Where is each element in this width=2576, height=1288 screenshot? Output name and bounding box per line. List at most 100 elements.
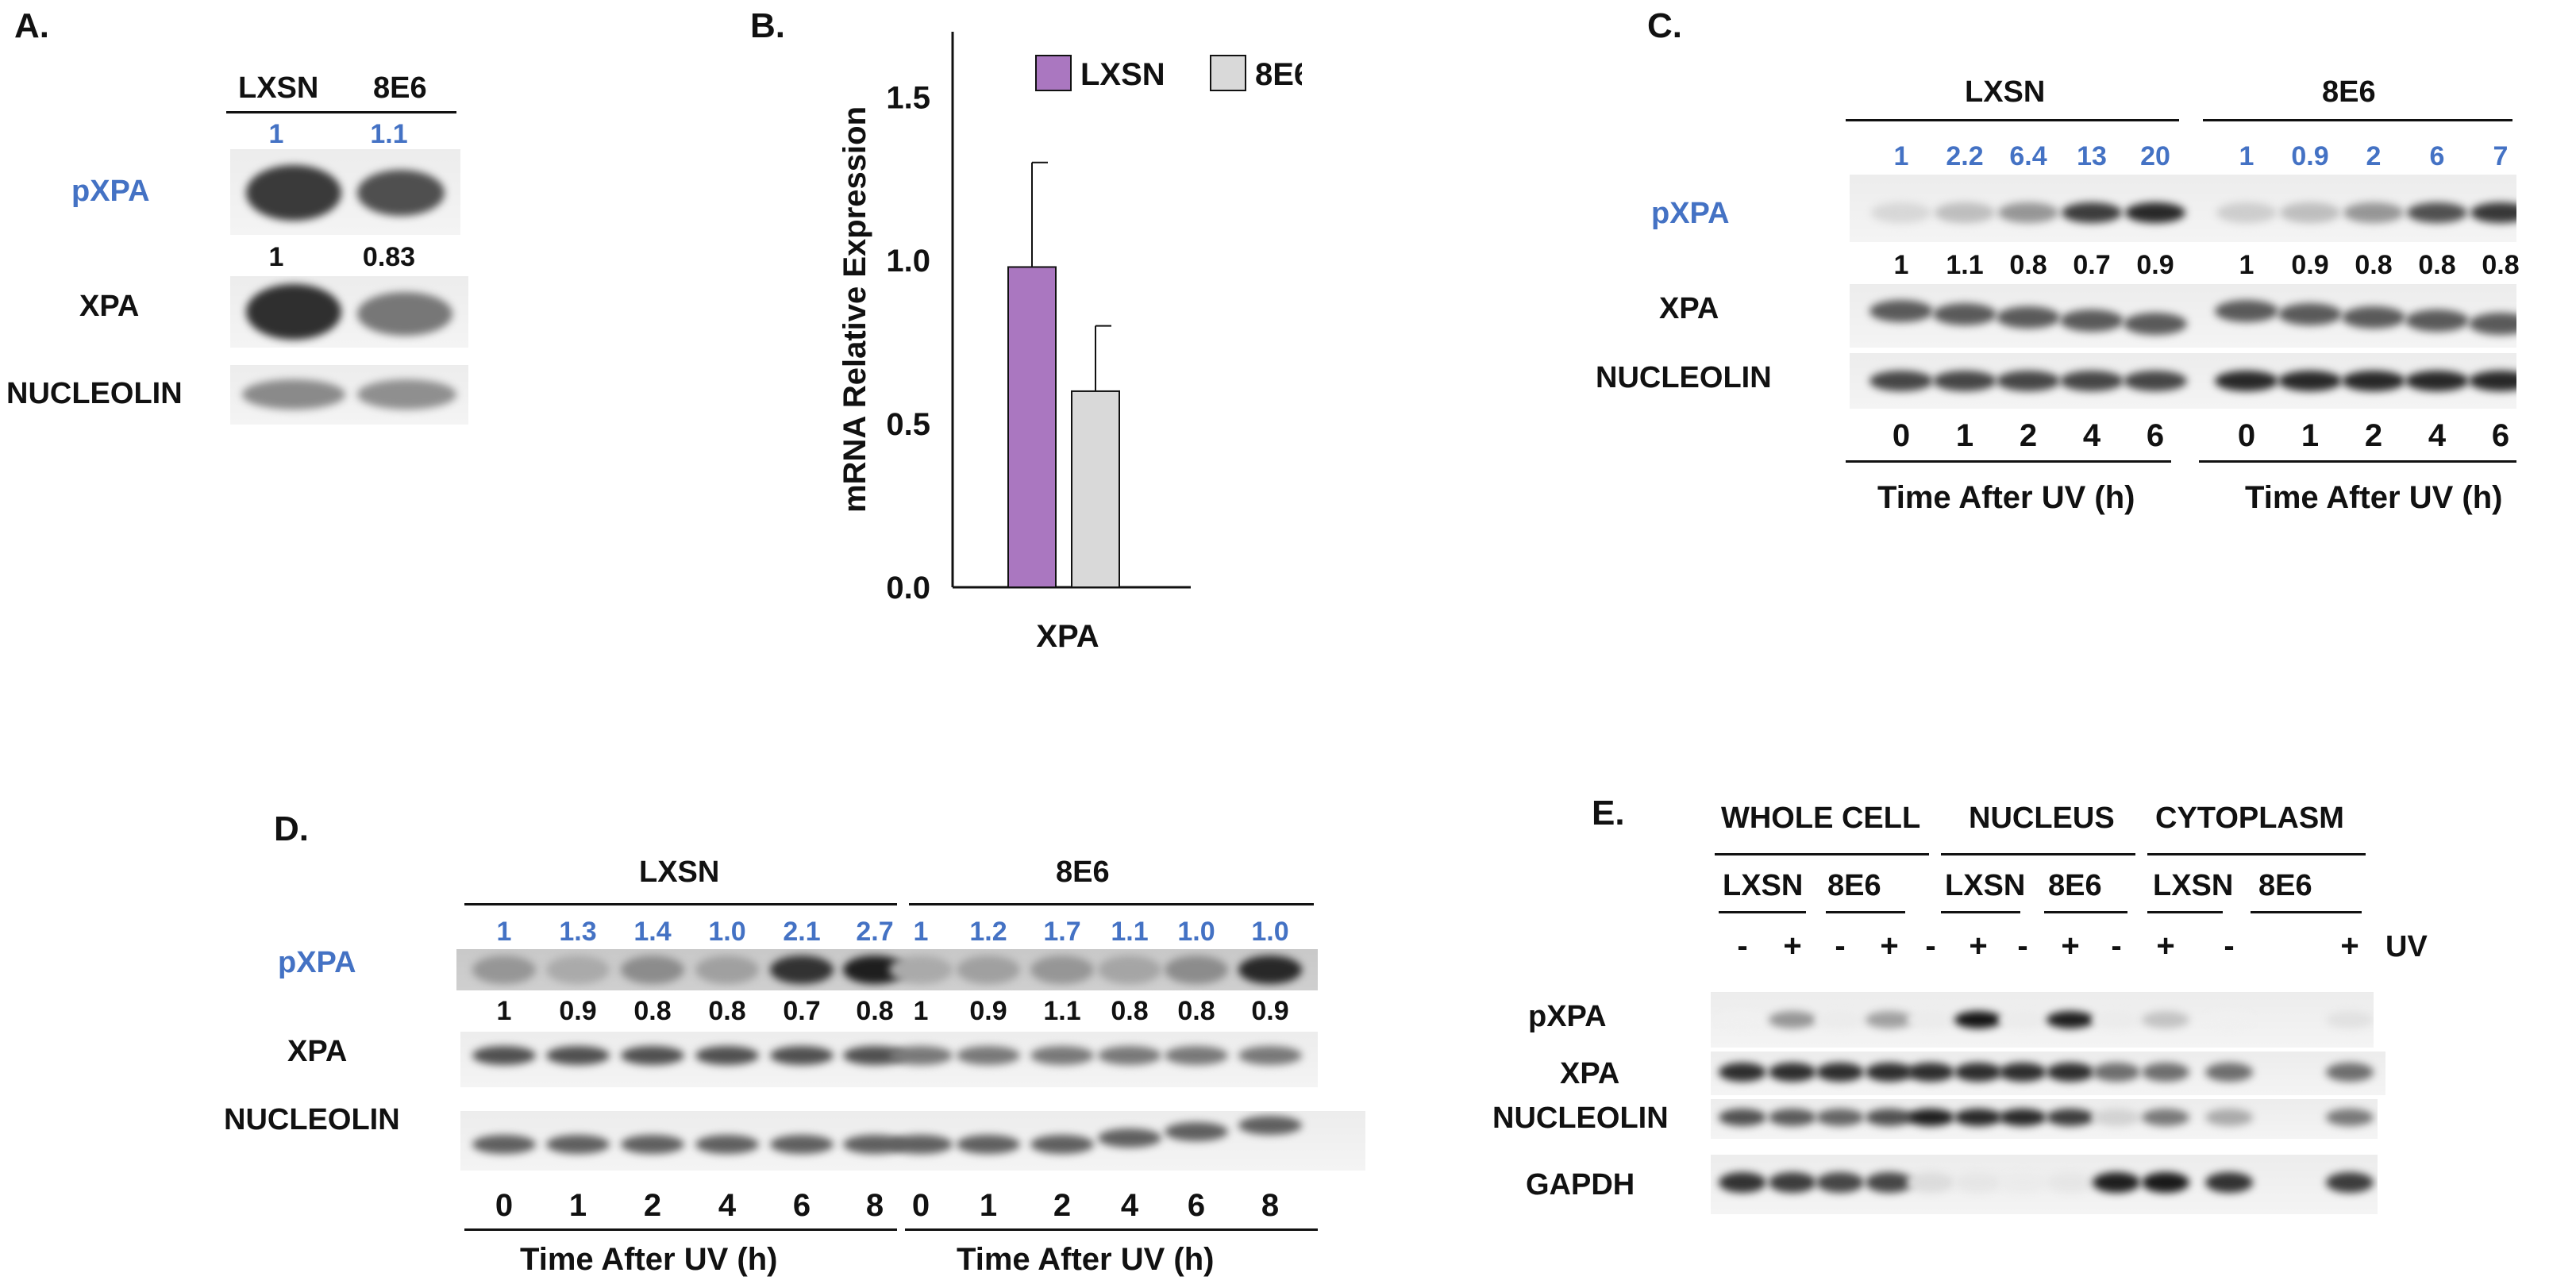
blot-band [2342,371,2405,391]
blot-band [2093,1109,2140,1126]
panel-a-blot-nucleolin [230,365,468,425]
panel-d-pxpa-quant: 1.0 [1251,917,1289,947]
blot-band [2343,202,2404,223]
panel-c-axis-title-8e6: Time After UV (h) [2245,480,2503,515]
blot-band [1238,1116,1302,1135]
panel-e-row-gapdh: GAPDH [1526,1168,1635,1201]
panel-e-cell-line-underline [1941,911,2020,913]
panel-d-axis-line-lxsn [464,1228,897,1231]
panel-c-xpa-quant: 1.1 [1946,250,1984,280]
panel-c-pxpa-quant: 1 [2239,141,2254,171]
blot-band [1999,1063,2047,1082]
panel-c-row-xpa: XPA [1659,292,1719,325]
panel-c-time-tick: 6 [2491,418,2510,453]
panel-d-time-tick: 1 [568,1188,587,1223]
blot-band [2060,371,2124,391]
panel-c-xpa-quant: 1 [2239,250,2254,280]
panel-c-xpa-quant: 0.8 [2009,250,2047,280]
panel-c-pxpa-quant: 2.2 [1946,141,1984,171]
blot-band [472,1135,536,1154]
blot-band [2326,1109,2374,1126]
panel-d-xpa-quant: 1 [496,996,512,1026]
blot-band [2093,1011,2140,1028]
blot-band [695,1135,759,1154]
legend-swatch-lxsn [1035,55,1072,91]
panel-c-pxpa-quant: 6 [2429,141,2445,171]
panel-e-uv-sign: + [2340,929,2359,963]
panel-e-cell-line-underline [1826,911,1905,913]
blot-band [1869,300,1933,322]
panel-c-blot-nucleolin [1850,353,2516,409]
panel-c-time-tick: 2 [2019,418,2038,453]
blot-band [1769,1011,1816,1028]
panel-c-group-lxsn: LXSN [1965,75,2046,109]
blot-band [1238,955,1302,984]
blot-band [2093,1172,2140,1193]
panel-e-uv-sign: + [1969,929,1988,963]
panel-e-blot-xpa [1711,1052,2385,1095]
panel-e-cell-line: LXSN [1723,869,1804,902]
panel-d-row-pxpa: pXPA [278,946,356,979]
panel-d-pxpa-quant: 2.1 [783,917,821,947]
blot-band [889,1046,953,1065]
panel-d-xpa-quant: 1.1 [1043,996,1081,1026]
panel-e-uv-sign: + [1880,929,1899,963]
panel-e-uv-sign: + [2061,929,2080,963]
blot-band [1998,202,2058,223]
legend-swatch-8e6 [1210,55,1246,91]
panel-e-cell-line-underline [2044,911,2127,913]
blot-band [770,1135,834,1154]
blot-band [1719,1011,1766,1028]
panel-c-time-tick: 6 [2146,418,2165,453]
panel-c-xpa-quant: 0.8 [2355,250,2393,280]
panel-c-time-tick: 1 [2301,418,2320,453]
blot-band [695,955,759,984]
blot-band [770,1046,834,1065]
panel-d-label: D. [274,809,309,848]
blot-band [957,955,1020,984]
blot-band [2342,306,2405,329]
blot-band [2215,371,2278,391]
blot-band [695,1046,759,1065]
legend-label: LXSN [1080,57,1165,92]
panel-c-xpa-quant: 0.9 [2291,250,2329,280]
panel-c-line-8e6 [2203,119,2512,121]
panel-d-xpa-quant: 0.9 [1251,996,1289,1026]
blot-band [2278,371,2342,391]
blot-band [2407,202,2467,223]
panel-e-blot-nucleolin [1711,1099,2378,1139]
panel-c-axis-line-lxsn [1846,460,2171,463]
panel-d-group-8e6: 8E6 [1056,855,1110,889]
blot-band [1866,1172,1913,1193]
panel-e-uv-sign: - [1835,929,1846,963]
panel-d-pxpa-quant: 1.1 [1111,917,1149,947]
blot-band [1869,371,1933,391]
panel-d-pxpa-quant: 1.2 [969,917,1007,947]
y-axis-title: mRNA Relative Expression [837,106,872,513]
blot-band [1719,1063,1766,1082]
blot-band [1933,371,1996,391]
panel-a-xpa-quant: 0.83 [362,242,416,272]
panel-a-blot-xpa [230,276,468,348]
panel-a-lane-8e6: 8E6 [373,71,427,105]
panel-d-time-tick: 2 [643,1188,662,1223]
panel-a-pxpa-quant: 1 [268,119,284,149]
panel-a-label: A. [14,6,49,45]
blot-band [1999,1011,2047,1028]
y-tick-label: 1.5 [886,80,930,115]
blot-band [546,1135,610,1154]
blot-band [1954,1063,2002,1082]
panel-c-pxpa-quant: 7 [2493,141,2509,171]
panel-c-pxpa-quant: 20 [2140,141,2170,171]
panel-d-pxpa-quant: 2.7 [856,917,894,947]
panel-e-uv-sign: - [2224,929,2235,963]
panel-e-line-whole-cell [1715,853,1929,855]
panel-e-line-cytoplasm [2147,853,2366,855]
bar-lxsn [1007,266,1057,588]
panel-a-lane-lxsn: LXSN [238,71,319,105]
blot-band [1996,371,2060,391]
panel-d-group-lxsn: LXSN [639,855,720,889]
panel-d-xpa-quant: 0.8 [856,996,894,1026]
panel-d-xpa-quant: 0.9 [559,996,597,1026]
panel-e-cell-line-underline [2147,911,2223,913]
